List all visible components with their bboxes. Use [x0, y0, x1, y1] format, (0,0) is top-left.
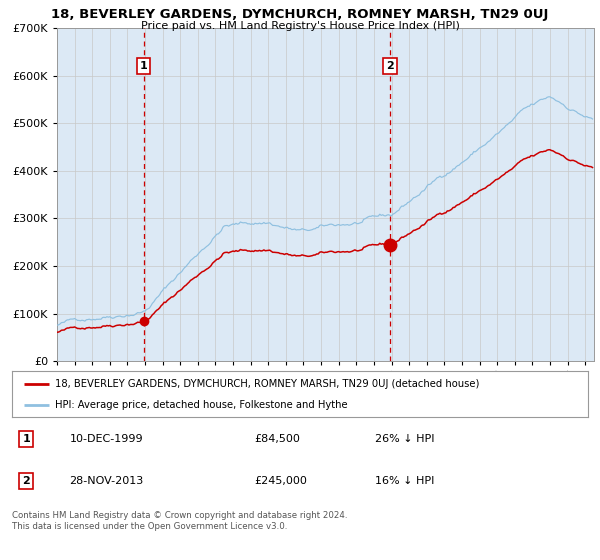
Text: HPI: Average price, detached house, Folkestone and Hythe: HPI: Average price, detached house, Folk…: [55, 400, 348, 410]
Text: 2: 2: [386, 61, 394, 71]
Text: This data is licensed under the Open Government Licence v3.0.: This data is licensed under the Open Gov…: [12, 522, 287, 531]
Text: 18, BEVERLEY GARDENS, DYMCHURCH, ROMNEY MARSH, TN29 0UJ (detached house): 18, BEVERLEY GARDENS, DYMCHURCH, ROMNEY …: [55, 379, 479, 389]
Text: £245,000: £245,000: [254, 476, 307, 486]
Text: Contains HM Land Registry data © Crown copyright and database right 2024.: Contains HM Land Registry data © Crown c…: [12, 511, 347, 520]
Text: 2: 2: [23, 476, 30, 486]
Text: 1: 1: [140, 61, 148, 71]
Text: 18, BEVERLEY GARDENS, DYMCHURCH, ROMNEY MARSH, TN29 0UJ: 18, BEVERLEY GARDENS, DYMCHURCH, ROMNEY …: [52, 8, 548, 21]
Text: £84,500: £84,500: [254, 434, 300, 444]
Text: Price paid vs. HM Land Registry's House Price Index (HPI): Price paid vs. HM Land Registry's House …: [140, 21, 460, 31]
Text: 26% ↓ HPI: 26% ↓ HPI: [375, 434, 434, 444]
Text: 1: 1: [23, 434, 30, 444]
Text: 28-NOV-2013: 28-NOV-2013: [70, 476, 144, 486]
Text: 10-DEC-1999: 10-DEC-1999: [70, 434, 143, 444]
Text: 16% ↓ HPI: 16% ↓ HPI: [375, 476, 434, 486]
